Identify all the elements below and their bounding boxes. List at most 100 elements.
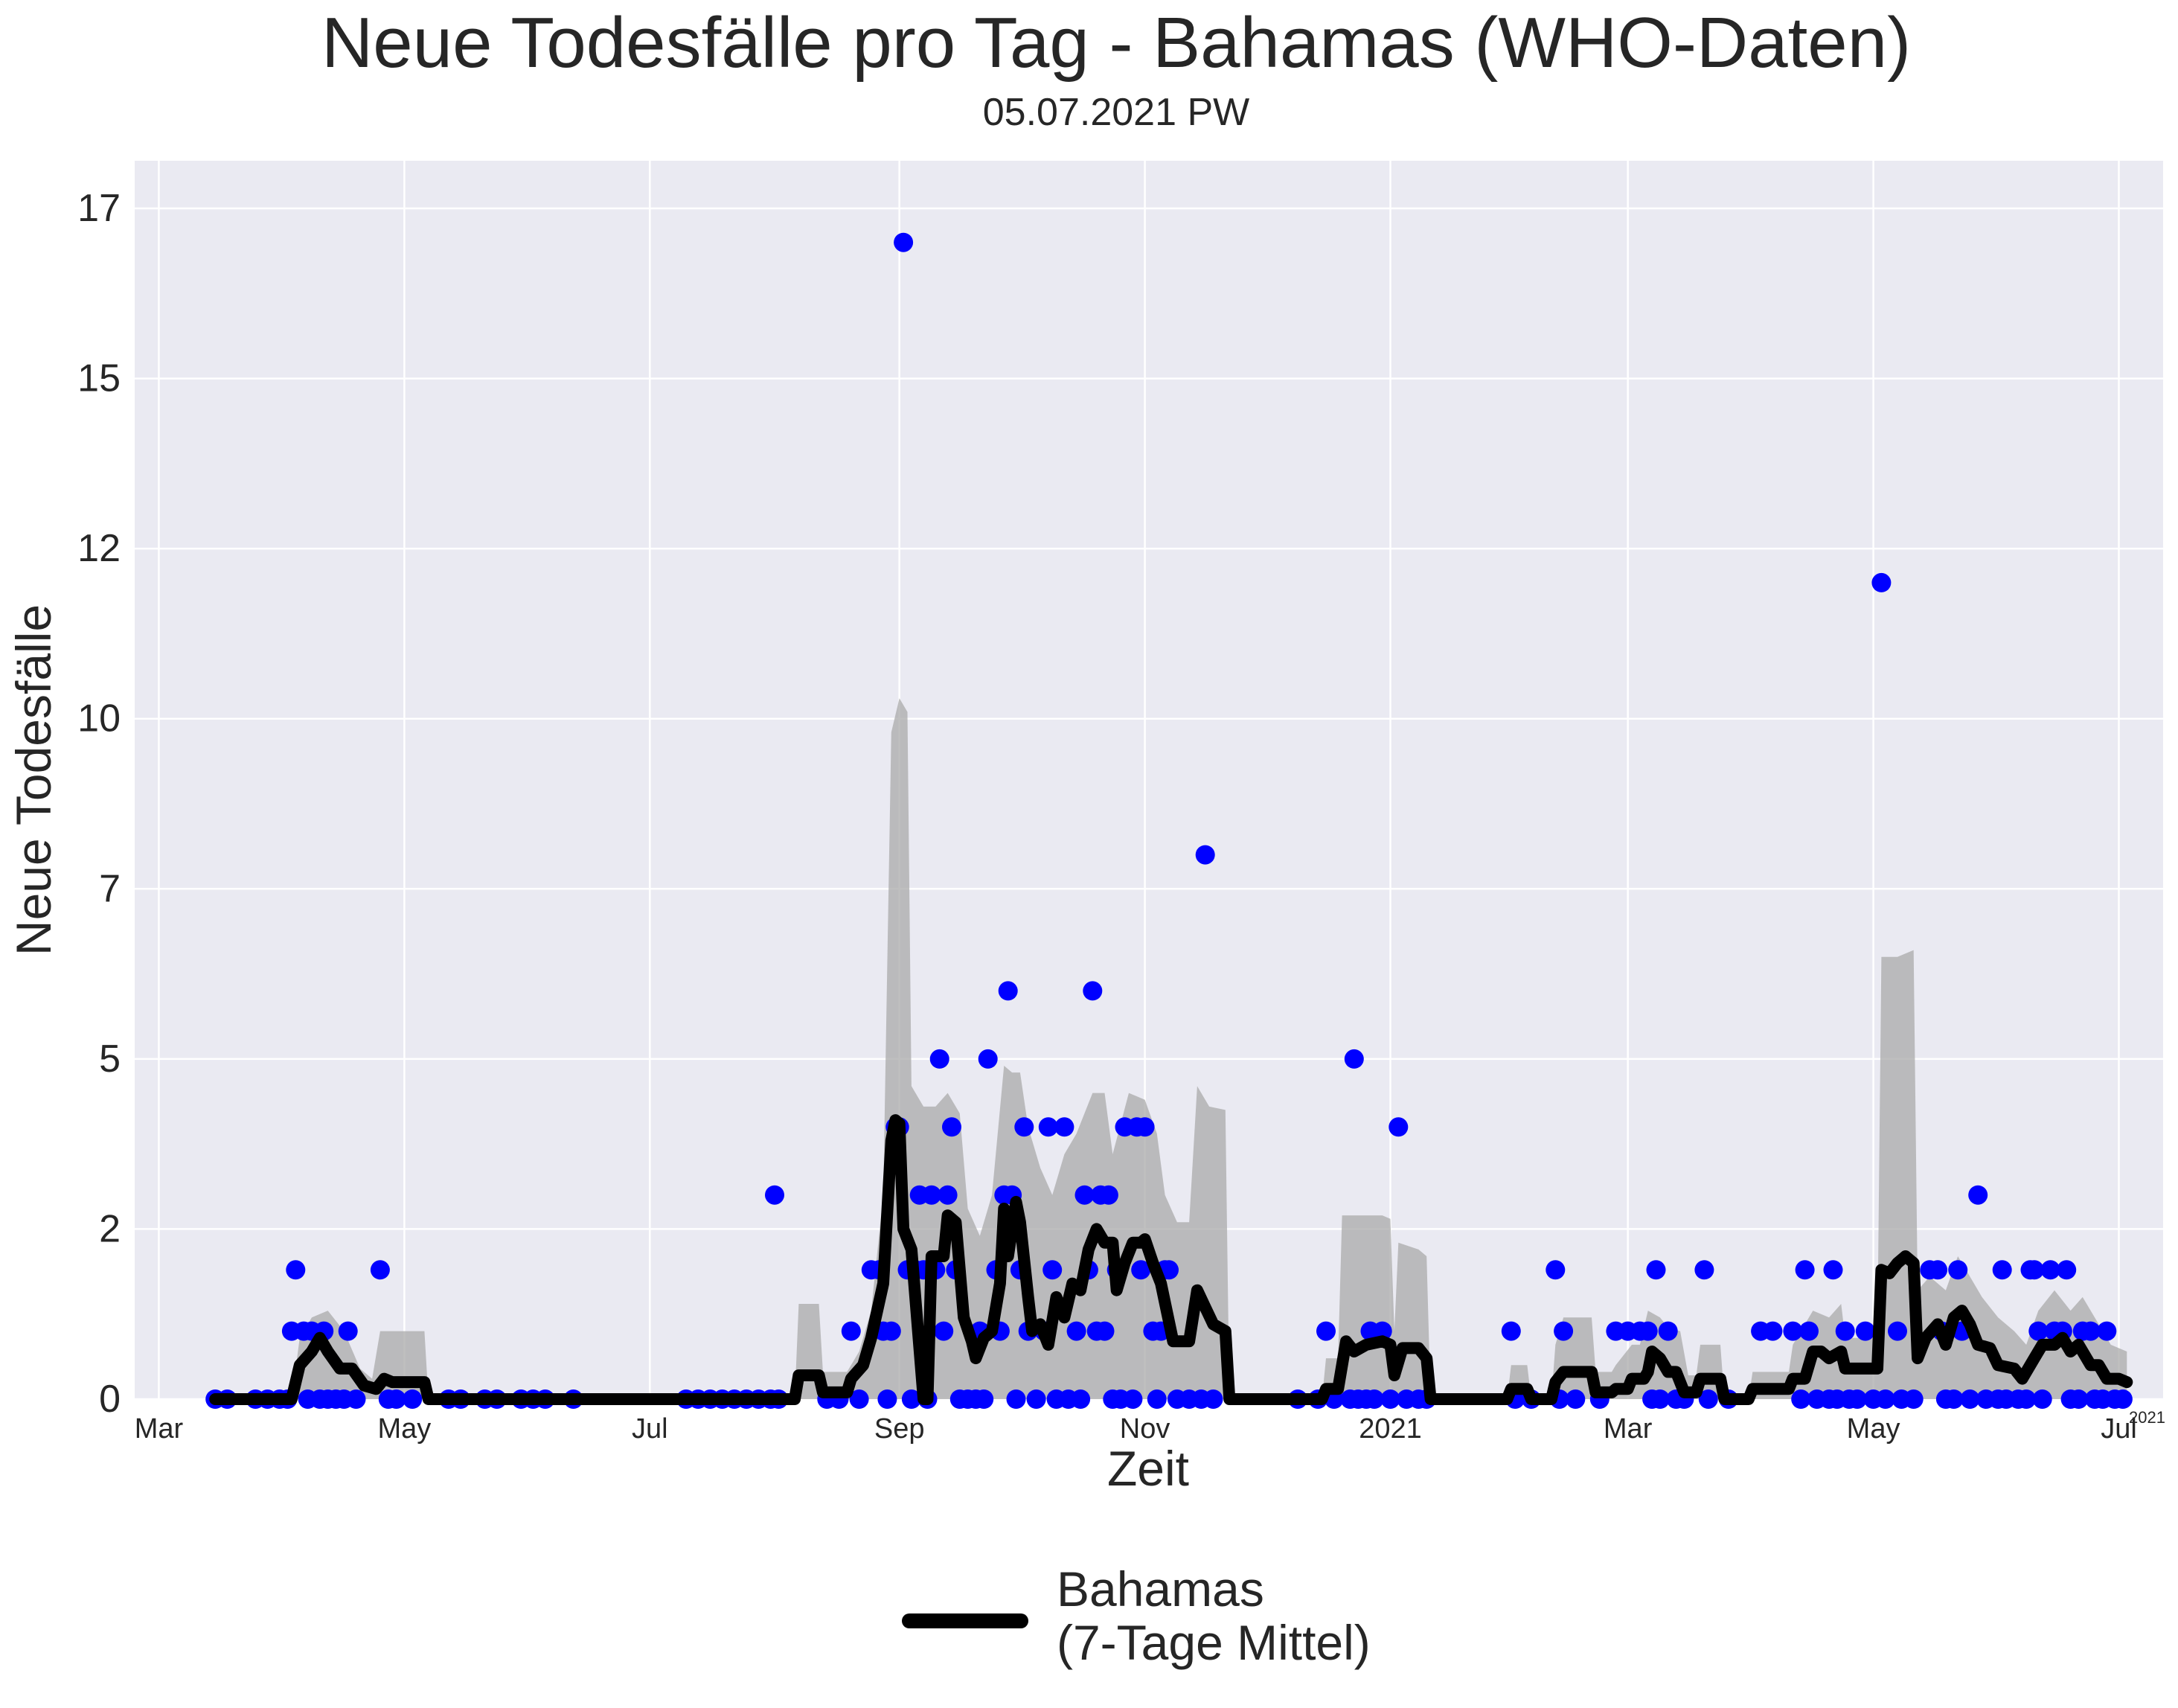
y-axis-label: Neue Todesfälle <box>6 604 61 956</box>
daily-death-point <box>1948 1260 1968 1280</box>
daily-death-point <box>894 232 914 252</box>
y-axis-ticks: 0 2 5 7 10 12 15 17 <box>77 187 121 1421</box>
y-tick-label: 2 <box>99 1207 121 1250</box>
daily-death-point <box>1799 1321 1819 1341</box>
daily-death-point <box>1083 981 1103 1001</box>
daily-death-point <box>1791 1389 1811 1409</box>
legend-label: Bahamas (7-Tage Mittel) <box>1057 1561 1371 1670</box>
daily-death-point <box>1147 1389 1167 1409</box>
daily-death-point <box>1658 1321 1678 1341</box>
daily-death-point <box>1638 1321 1658 1341</box>
x-tick-label: Jul <box>2101 1413 2137 1445</box>
daily-death-point <box>998 981 1018 1001</box>
daily-death-point <box>1992 1260 2012 1280</box>
daily-death-point <box>2081 1321 2101 1341</box>
legend-label-line: Bahamas <box>1057 1561 1264 1616</box>
daily-death-point <box>1131 1260 1151 1280</box>
daily-death-point <box>1763 1321 1783 1341</box>
daily-death-point <box>1098 1185 1118 1205</box>
daily-death-point <box>1698 1389 1718 1409</box>
chart-title: Neue Todesfälle pro Tag - Bahamas (WHO-D… <box>321 3 1911 83</box>
daily-death-point <box>1566 1389 1586 1409</box>
daily-death-point <box>901 1389 921 1409</box>
y-tick-label: 7 <box>99 867 121 910</box>
daily-death-point <box>841 1321 861 1341</box>
daily-death-point <box>1871 572 1892 592</box>
daily-death-point <box>346 1389 366 1409</box>
daily-death-point <box>1823 1260 1843 1280</box>
daily-death-point <box>1074 1185 1095 1205</box>
daily-death-point <box>338 1321 358 1341</box>
daily-death-point <box>2069 1389 2089 1409</box>
daily-death-point <box>1944 1389 1964 1409</box>
daily-death-point <box>1203 1389 1223 1409</box>
daily-death-point <box>1650 1389 1670 1409</box>
seven-day-mean-line <box>209 1114 2133 1405</box>
mean-line-layer <box>209 1114 2133 1405</box>
daily-death-point <box>849 1389 869 1409</box>
daily-death-point <box>2057 1260 2077 1280</box>
daily-death-point <box>934 1321 954 1341</box>
daily-death-point <box>1847 1389 1867 1409</box>
daily-death-point <box>403 1389 423 1409</box>
daily-death-point <box>1195 845 1215 865</box>
x-tick-label: Sep <box>874 1413 925 1445</box>
daily-death-point <box>1135 1117 1155 1137</box>
daily-death-point <box>1095 1321 1115 1341</box>
daily-death-point <box>974 1389 994 1409</box>
daily-death-point <box>2097 1321 2117 1341</box>
y-tick-label: 12 <box>77 527 121 570</box>
daily-death-point <box>881 1321 901 1341</box>
daily-death-point <box>1316 1321 1336 1341</box>
daily-death-point <box>1006 1389 1026 1409</box>
x-axis-label: Zeit <box>1107 1441 1189 1496</box>
daily-death-point <box>765 1185 784 1205</box>
chart-subtitle: 05.07.2021 PW <box>983 91 1249 134</box>
daily-death-point <box>2024 1260 2044 1280</box>
daily-death-point <box>1875 1389 1895 1409</box>
daily-death-point <box>1364 1389 1384 1409</box>
daily-death-point <box>1123 1389 1143 1409</box>
y-tick-label: 10 <box>77 697 121 741</box>
daily-death-point <box>1389 1117 1409 1137</box>
y-tick-label: 15 <box>77 357 121 400</box>
daily-death-point <box>1646 1260 1666 1280</box>
daily-death-point <box>1026 1389 1046 1409</box>
daily-death-point <box>2017 1389 2037 1409</box>
daily-death-point <box>1554 1321 1574 1341</box>
daily-death-point <box>1054 1117 1074 1137</box>
y-tick-label: 0 <box>99 1378 121 1421</box>
daily-death-point <box>978 1049 998 1069</box>
daily-death-point <box>1501 1321 1521 1341</box>
x-tick-label: 2021 <box>1359 1413 1422 1445</box>
daily-death-point <box>1066 1321 1086 1341</box>
daily-death-point <box>1071 1389 1091 1409</box>
daily-death-point <box>1960 1389 1980 1409</box>
daily-death-point <box>2113 1389 2133 1409</box>
daily-death-point <box>929 1049 949 1069</box>
daily-death-point <box>2032 1389 2052 1409</box>
legend: Bahamas (7-Tage Mittel) <box>902 1561 1371 1670</box>
x-axis-ticks: Mar May Jul Sep Nov 2021 Mar May Jul <box>135 1413 2137 1445</box>
daily-death-point <box>2028 1321 2049 1341</box>
daily-death-point <box>1795 1260 1815 1280</box>
daily-death-point <box>1928 1260 1948 1280</box>
daily-death-point <box>1380 1389 1400 1409</box>
daily-death-point <box>1042 1260 1063 1280</box>
daily-death-point <box>1888 1321 1907 1341</box>
daily-death-point <box>877 1389 897 1409</box>
daily-death-point <box>942 1117 961 1137</box>
legend-label-line: (7-Tage Mittel) <box>1057 1615 1371 1670</box>
daily-death-point <box>938 1185 958 1205</box>
daily-death-point <box>2040 1260 2060 1280</box>
x-tick-label: May <box>1847 1413 1900 1445</box>
x-tick-label: May <box>377 1413 431 1445</box>
daily-death-point <box>286 1260 306 1280</box>
daily-death-point <box>1159 1260 1179 1280</box>
daily-death-point <box>1344 1049 1364 1069</box>
x-tick-label: Nov <box>1120 1413 1170 1445</box>
daily-death-point <box>1038 1117 1058 1137</box>
daily-death-point <box>1783 1321 1803 1341</box>
daily-death-point <box>386 1389 406 1409</box>
